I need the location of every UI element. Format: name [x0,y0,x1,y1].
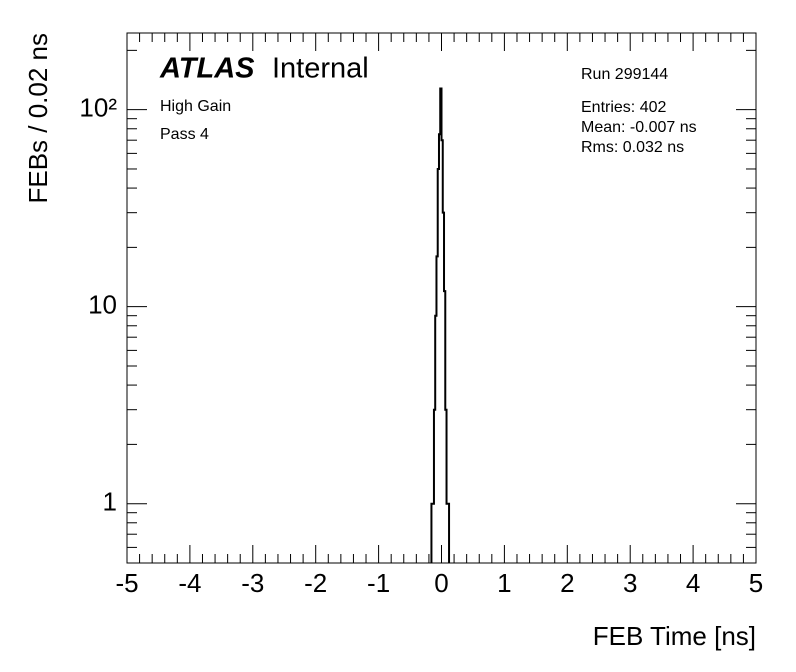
brand: ATLAS [159,53,255,85]
histogram-bin [439,134,440,563]
y-axis-label: FEBs / 0.02 ns [23,33,53,204]
brand-label: Internal [272,53,369,85]
x-tick-label: -3 [241,568,264,598]
x-axis-label: FEB Time [ns] [593,621,756,651]
histogram-bin [440,89,441,563]
x-tick-label: -4 [178,568,201,598]
histogram-bin [433,504,434,563]
histogram-outline [430,87,451,563]
x-tick-label: -5 [115,568,138,598]
run-label: Run 299144 [581,66,668,83]
stat: Rms: 0.032 ns [581,139,684,156]
x-tick-label: 0 [434,568,448,598]
y-tick-label: 10² [79,93,117,123]
x-tick-label: 5 [749,568,763,598]
x-tick-label: 1 [497,568,511,598]
x-tick-label: 4 [686,568,700,598]
annotation: High Gain [160,98,231,115]
x-tick-label: -1 [367,568,390,598]
stat: Mean: -0.007 ns [581,119,697,136]
annotation: Pass 4 [160,126,209,143]
stat: Entries: 402 [581,99,666,116]
histogram-bin [447,504,448,563]
y-tick-label: 10 [88,290,117,320]
x-tick-label: 2 [560,568,574,598]
y-tick-label: 1 [103,487,117,517]
x-tick-label: 3 [623,568,637,598]
x-tick-label: -2 [304,568,327,598]
